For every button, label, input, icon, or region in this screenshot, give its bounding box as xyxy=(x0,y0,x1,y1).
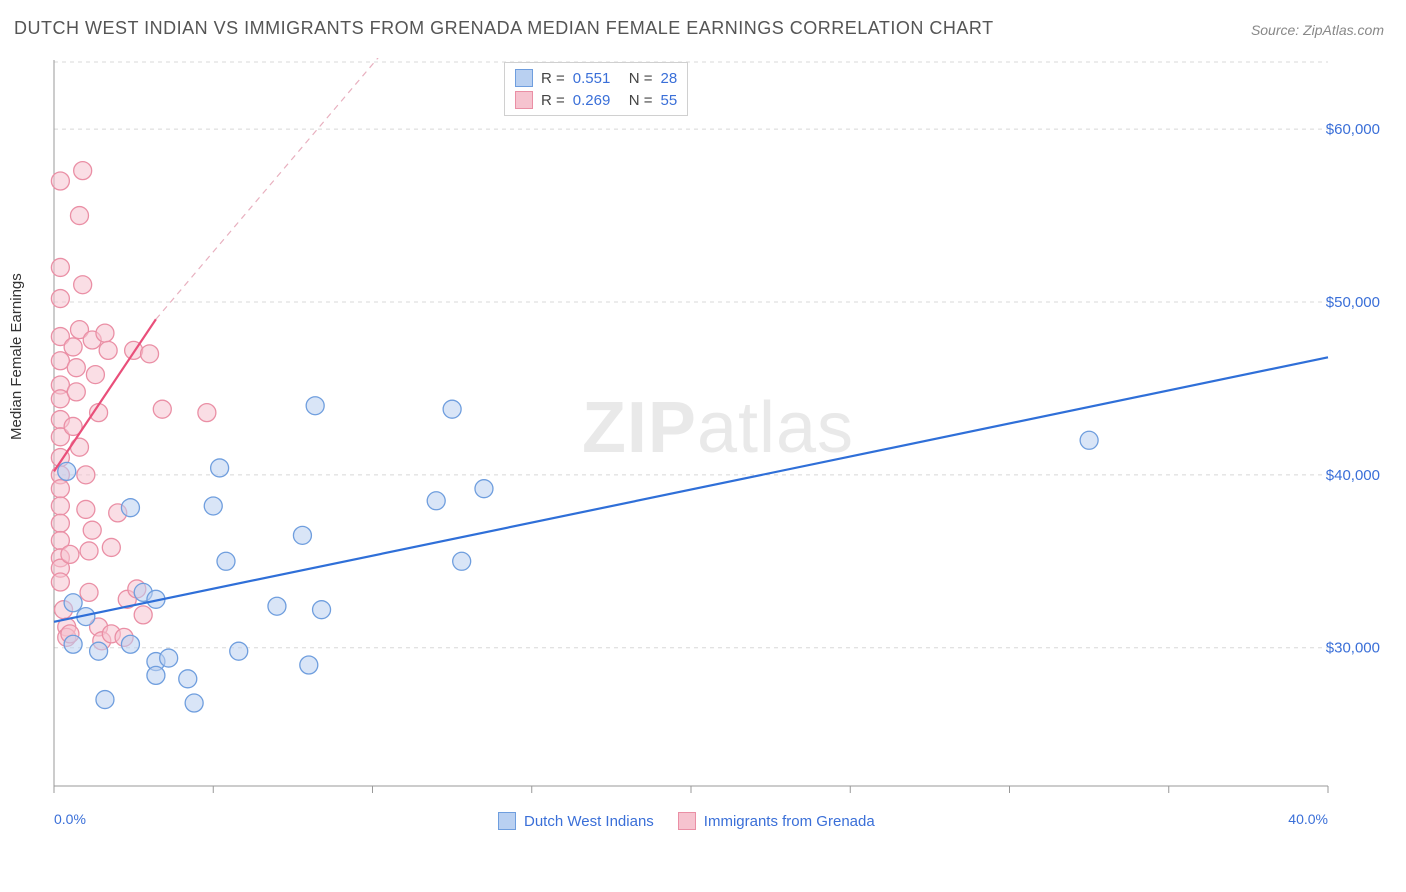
svg-text:$30,000: $30,000 xyxy=(1326,640,1380,657)
legend-item-0: Dutch West Indians xyxy=(498,812,654,830)
legend-stats: R = 0.551 N = 28 R = 0.269 N = 55 xyxy=(504,62,688,116)
source-label: Source: xyxy=(1251,22,1299,38)
legend-r-value-1: 0.269 xyxy=(573,92,621,109)
legend-r-label: R = xyxy=(541,70,565,87)
legend-n-value-0: 28 xyxy=(661,70,678,87)
plot-svg: $30,000 $40,000 $50,000 $60,000 0.0% 40.0% xyxy=(48,58,1388,828)
legend-label-1: Immigrants from Grenada xyxy=(704,813,875,830)
legend-stats-row-0: R = 0.551 N = 28 xyxy=(515,67,677,89)
legend-swatch-0 xyxy=(515,69,533,87)
legend-swatch-icon xyxy=(498,812,516,830)
legend-n-value-1: 55 xyxy=(661,92,678,109)
legend-r-value-0: 0.551 xyxy=(573,70,621,87)
y-axis-label: Median Female Earnings xyxy=(8,273,25,440)
legend-item-1: Immigrants from Grenada xyxy=(678,812,875,830)
legend-r-label: R = xyxy=(541,92,565,109)
legend-stats-row-1: R = 0.269 N = 55 xyxy=(515,89,677,111)
svg-text:$40,000: $40,000 xyxy=(1326,467,1380,484)
svg-text:$50,000: $50,000 xyxy=(1326,294,1380,311)
chart-title: DUTCH WEST INDIAN VS IMMIGRANTS FROM GRE… xyxy=(14,18,994,39)
legend-swatch-1 xyxy=(515,91,533,109)
svg-text:0.0%: 0.0% xyxy=(54,811,86,827)
source-attribution: Source: ZipAtlas.com xyxy=(1251,22,1384,38)
legend-series: Dutch West Indians Immigrants from Grena… xyxy=(498,812,875,830)
legend-n-label: N = xyxy=(629,70,653,87)
chart-area: ZIPatlas $30,000$40,000$50,000$60,0000.0… xyxy=(48,58,1388,828)
source-value: ZipAtlas.com xyxy=(1303,22,1384,38)
legend-swatch-icon xyxy=(678,812,696,830)
legend-n-label: N = xyxy=(629,92,653,109)
svg-text:$60,000: $60,000 xyxy=(1326,121,1380,138)
legend-label-0: Dutch West Indians xyxy=(524,813,654,830)
svg-text:40.0%: 40.0% xyxy=(1288,811,1328,827)
